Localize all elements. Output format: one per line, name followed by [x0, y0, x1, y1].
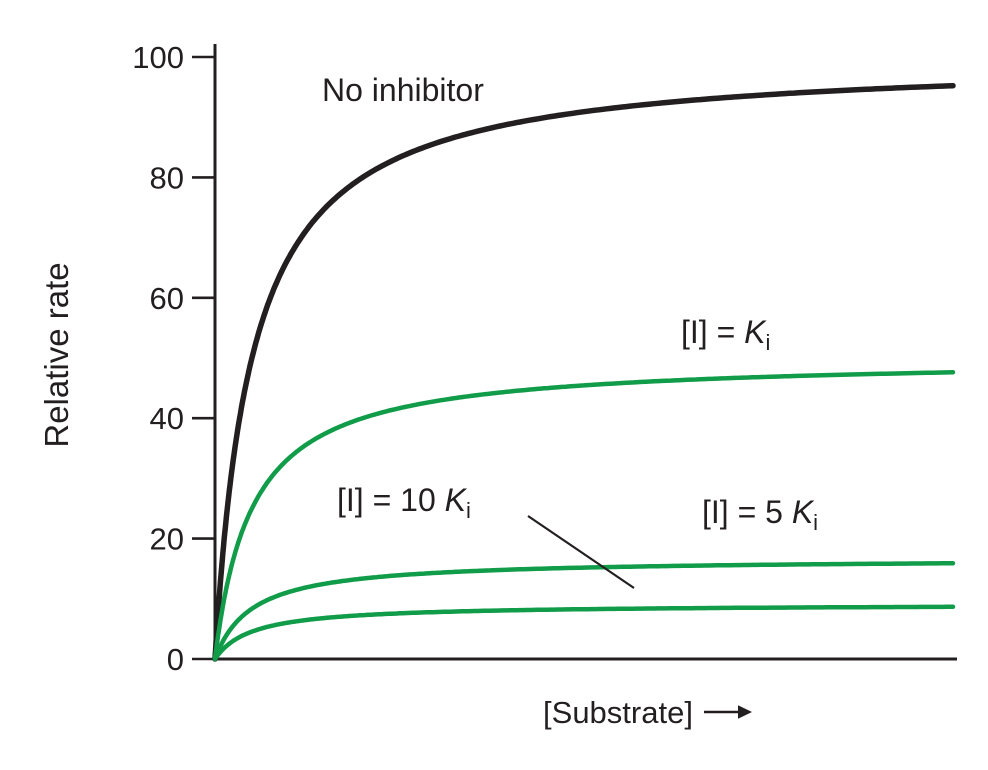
y-tick-label-0: 0 [167, 642, 184, 677]
curve-i-5-ki [212, 561, 956, 662]
y-tick-label-80: 80 [150, 160, 184, 195]
axes: 0 20 40 60 80 100 [132, 40, 957, 677]
curves [212, 82, 956, 662]
curve-label-i-ki: [I] = Ki [681, 314, 770, 355]
curve-label-i-5-ki: [I] = 5 Ki [702, 494, 818, 535]
x-axis-label: [Substrate] [543, 695, 693, 730]
y-axis-label: Relative rate [38, 262, 75, 447]
y-tick-label-60: 60 [150, 281, 184, 316]
curve-label-no-inhibitor: No inhibitor [322, 72, 484, 108]
curve-labels: No inhibitor [I] = Ki [I] = 5 Ki [I] = 10 K… [322, 72, 818, 589]
curve-no-inhibitor [212, 82, 956, 662]
curve-i-ki [212, 370, 956, 662]
leader-line-i-10-ki [527, 515, 635, 589]
curve-i-10-ki [212, 604, 956, 662]
y-tick-label-20: 20 [150, 522, 184, 557]
y-tick-label-40: 40 [150, 401, 184, 436]
y-tick-label-100: 100 [132, 40, 184, 75]
x-axis-arrow-icon [704, 705, 752, 719]
curve-label-i-10-ki: [I] = 10 Ki [337, 482, 471, 523]
